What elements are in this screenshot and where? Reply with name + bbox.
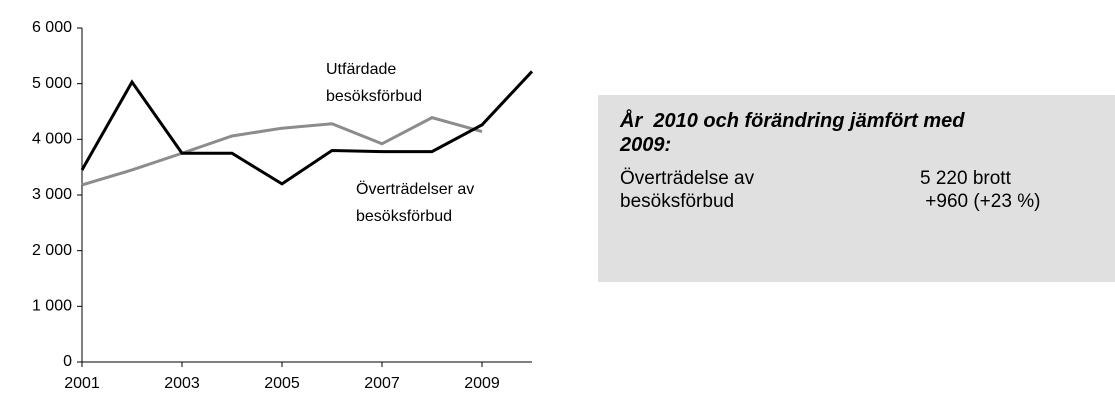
x-tick-label: 2005 [264,375,300,392]
series-line [80,70,534,186]
x-tick-label: 2007 [364,375,400,392]
annotation: besöksförbud [356,208,452,225]
annotation: Överträdelser av [356,180,474,198]
info-title-line: 2009: [620,134,672,156]
y-tick-label: 2 000 [32,242,72,259]
x-tick-label: 2009 [464,375,500,392]
info-title: År 2010 och förändring jämfört med 2009: [620,109,1115,157]
y-tick-label: 1 000 [32,298,72,315]
y-tick-label: 0 [63,353,72,370]
y-tick-label: 6 000 [32,19,72,36]
info-value-line: +960 (+23 %) [920,191,1041,212]
series-line [81,116,483,187]
y-tick-label: 4 000 [32,131,72,148]
y-tick-label: 5 000 [32,75,72,92]
info-label-line: besöksförbud [620,191,735,212]
info-label-line: Överträdelse av [620,168,755,189]
info-box: År 2010 och förändring jämfört med 2009: … [598,95,1115,282]
y-tick-label: 3 000 [32,186,72,203]
annotation: besöksförbud [326,88,422,105]
x-tick-label: 2003 [164,375,200,392]
info-row: Överträdelse av besöksförbud 5 220 brott … [620,167,1115,213]
info-label: Överträdelse av besöksförbud [620,167,920,213]
chart: 0 1 000 2 000 3 000 4 000 5 000 6 000 2001 2003 2… [32,19,534,392]
annotation: Utfärdade [326,61,396,78]
x-tick-label: 2001 [64,375,100,392]
info-value-line: 5 220 brott [920,168,1011,189]
info-title-line: År 2010 och förändring jämfört med [620,110,965,132]
info-value: 5 220 brott +960 (+23 %) [920,167,1040,213]
